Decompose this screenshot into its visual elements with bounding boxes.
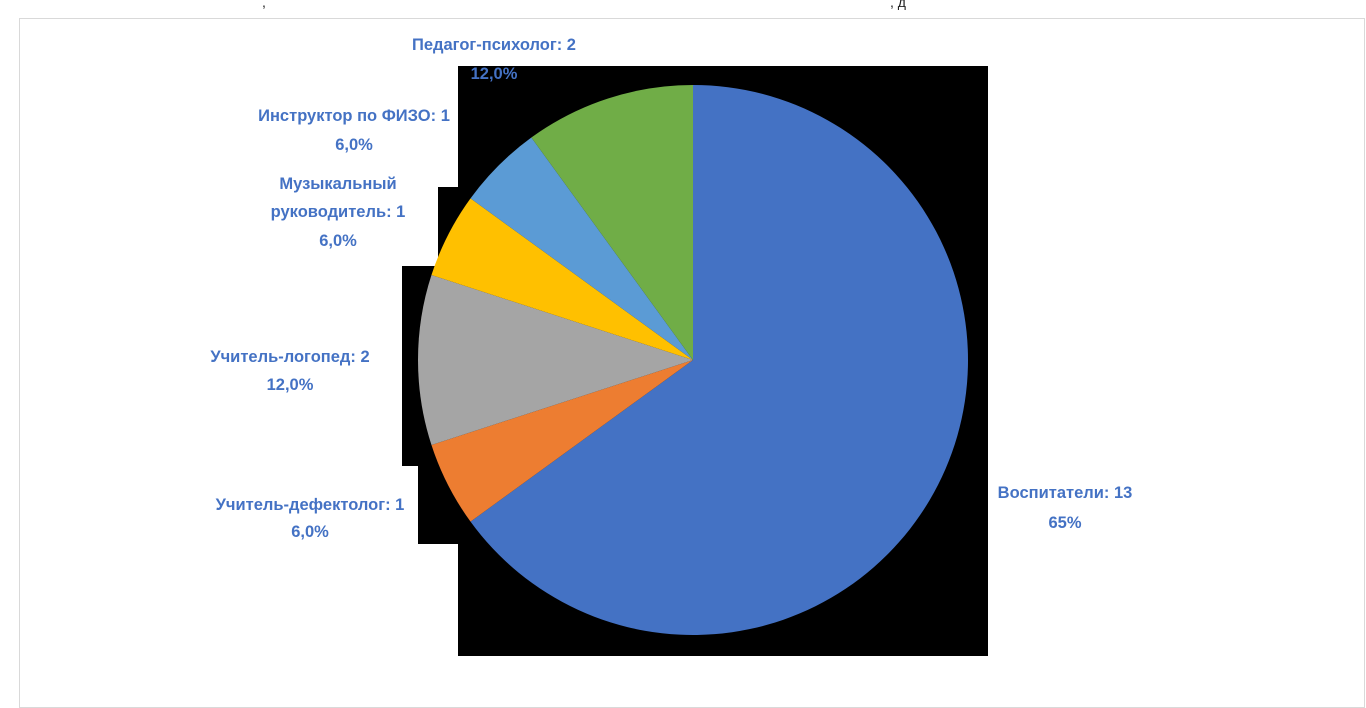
data-label-0: Воспитатели: 13 65% [998,484,1133,532]
data-label-2: Учитель-логопед: 2 12,0% [210,348,369,394]
pie-slice-0 [470,85,969,635]
data-label-4: Инструктор по ФИЗО: 1 6,0% [258,107,450,154]
pie-slice-5 [531,85,693,360]
data-label-5: Педагог-психолог: 2 12,0% [412,36,576,83]
data-label-1: Учитель-дефектолог: 1 6,0% [216,496,405,541]
pie-slice-4 [470,137,693,360]
pie-slice-3 [431,198,693,360]
pie-slices [418,85,969,635]
pie-slice-2 [418,275,693,445]
data-label-3: Музыкальный руководитель: 1 6,0% [271,175,406,250]
pie-slice-1 [431,360,693,522]
